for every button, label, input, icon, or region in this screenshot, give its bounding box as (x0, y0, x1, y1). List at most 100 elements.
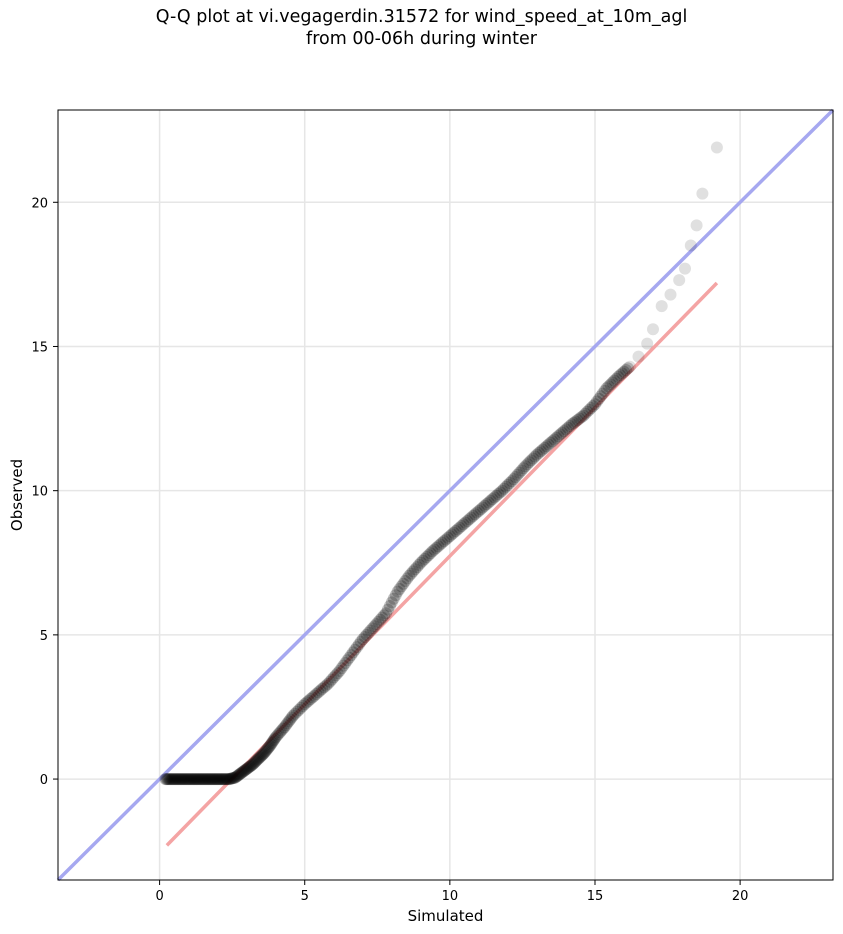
quantile-point (488, 491, 501, 504)
quantile-point (190, 773, 203, 786)
quantile-point (366, 622, 379, 635)
quantile-point (655, 300, 668, 313)
quantile-point (441, 531, 454, 544)
quantile-point (403, 569, 416, 582)
quantile-point (364, 624, 377, 637)
quantile-point (554, 428, 567, 441)
quantile-point (310, 688, 323, 700)
quantile-point (457, 518, 470, 531)
quantile-point (202, 773, 214, 786)
quantile-point (409, 563, 421, 576)
quantile-point (266, 735, 279, 748)
quantile-point (503, 477, 516, 489)
quantile-point (438, 535, 450, 548)
x-tick-label: 15 (587, 889, 604, 904)
quantile-point (292, 703, 305, 716)
quantile-point (261, 743, 273, 756)
quantile-point (207, 773, 220, 786)
quantile-point (213, 773, 226, 786)
quantile-point (275, 724, 288, 737)
quantile-point (181, 773, 194, 786)
quantile-point (484, 494, 497, 507)
quantile-point (258, 747, 271, 760)
quantile-point (560, 423, 572, 436)
quantile-point (469, 508, 481, 521)
quantile-point (505, 475, 518, 488)
quantile-point (538, 441, 551, 454)
quantile-point (279, 719, 292, 732)
quantile-point (347, 646, 360, 659)
quantile-point (351, 641, 363, 654)
quantile-point (331, 667, 344, 680)
quantile-point (556, 426, 569, 439)
quantile-point (581, 405, 594, 418)
quantile-point (335, 662, 348, 675)
quantile-point (278, 721, 291, 734)
quantile-point (440, 533, 452, 546)
quantile-point (176, 773, 189, 786)
quantile-point (529, 450, 541, 463)
quantile-point (240, 763, 253, 775)
quantile-point (184, 773, 197, 786)
quantile-point (277, 722, 289, 735)
quantile-point (171, 773, 183, 786)
quantile-point (164, 773, 177, 786)
quantile-point (268, 732, 281, 745)
quantile-point (250, 754, 263, 767)
quantile-point (246, 758, 259, 771)
quantile-point (434, 538, 447, 551)
quantile-point (356, 633, 369, 646)
quantile-point (192, 773, 205, 786)
quantile-point (238, 764, 251, 777)
quantile-point (372, 615, 385, 628)
quantile-point (237, 765, 250, 778)
quantile-point (482, 496, 495, 509)
quantile-point (262, 742, 274, 755)
x-tick-label: 20 (732, 889, 749, 904)
quantile-point (451, 523, 464, 536)
quantile-point (389, 589, 402, 602)
quantile-point (690, 219, 703, 232)
quantile-point (274, 726, 287, 739)
quantile-point (263, 739, 276, 752)
quantile-point (183, 773, 196, 786)
quantile-point (170, 773, 182, 786)
quantile-point (594, 390, 607, 403)
quantile-point (575, 411, 588, 424)
quantile-point (710, 141, 723, 154)
quantile-point (215, 773, 228, 786)
quantile-point (453, 521, 466, 534)
quantile-point (265, 737, 278, 749)
quantile-point (267, 734, 280, 747)
quantile-point (167, 773, 180, 786)
quantile-point (262, 741, 275, 754)
quantile-point (249, 755, 262, 768)
quantile-point (161, 773, 174, 786)
quantile-point (380, 607, 392, 620)
quantile-point (608, 374, 621, 387)
quantile-point (318, 681, 331, 694)
quantile-point (445, 528, 458, 541)
quantile-point (178, 773, 191, 786)
quantile-point (163, 773, 176, 786)
quantile-point (447, 526, 460, 539)
quantile-point (684, 239, 697, 252)
y-tick-label: 15 (31, 340, 48, 355)
quantile-point (600, 382, 613, 395)
quantile-point (349, 643, 361, 656)
quantile-point (343, 651, 356, 664)
quantile-point (507, 473, 520, 486)
quantile-point (231, 770, 243, 783)
quantile-point (432, 540, 445, 553)
quantile-point (561, 421, 574, 434)
quantile-point (511, 468, 524, 481)
quantile-point (590, 395, 603, 408)
quantile-point (509, 471, 522, 483)
quantile-point (233, 768, 246, 780)
quantile-point (486, 493, 499, 506)
quantile-point (614, 369, 627, 382)
quantile-point (360, 628, 373, 641)
quantile-point (397, 577, 410, 590)
quantile-point (195, 773, 208, 786)
